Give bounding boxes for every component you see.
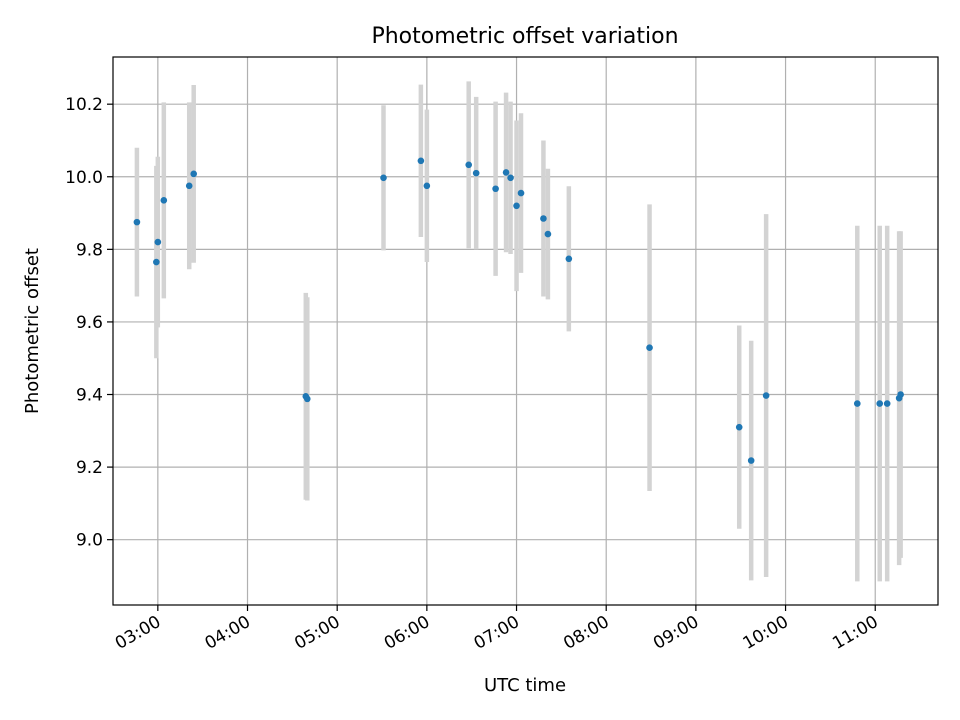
data-point [876, 400, 884, 407]
data-point [133, 218, 141, 226]
y-axis: 9.0 9.2 9.4 9.6 9.8 10.0 10.2 [65, 95, 113, 551]
data-point [897, 391, 904, 398]
grid [113, 57, 938, 605]
data-point [747, 457, 755, 464]
data-point [417, 157, 425, 165]
data-point [853, 400, 861, 407]
y-tick-label: 9.4 [76, 386, 103, 406]
data-point [423, 182, 431, 190]
data-point [513, 202, 520, 210]
y-tick-label: 9.8 [76, 240, 103, 260]
data-point [517, 189, 525, 197]
data-point [492, 185, 499, 193]
data-point [160, 197, 168, 204]
x-axis-label: UTC time [484, 675, 566, 696]
y-tick-label: 10.2 [65, 95, 103, 115]
data-point [540, 215, 547, 222]
data-point [502, 169, 510, 176]
data-point [507, 174, 514, 182]
data-point [303, 395, 311, 403]
data-point [646, 344, 653, 351]
data-points [133, 157, 904, 464]
data-point [380, 174, 387, 182]
data-point [465, 161, 473, 169]
y-tick-label: 10.0 [65, 168, 103, 188]
data-point [190, 170, 198, 178]
data-point [565, 255, 573, 263]
plot-frame [112, 56, 939, 606]
data-point [544, 230, 552, 238]
data-point [735, 423, 743, 431]
y-axis-label: Photometric offset [22, 248, 43, 414]
data-point [472, 169, 480, 177]
y-tick-label: 9.0 [76, 531, 103, 551]
data-point [153, 258, 160, 266]
data-point [883, 400, 891, 407]
y-tick-label: 9.2 [76, 458, 103, 478]
data-point [185, 182, 193, 190]
chart-title: Photometric offset variation [371, 24, 678, 49]
data-point [762, 392, 770, 399]
y-tick-label: 9.6 [76, 313, 103, 333]
data-point [154, 238, 162, 246]
